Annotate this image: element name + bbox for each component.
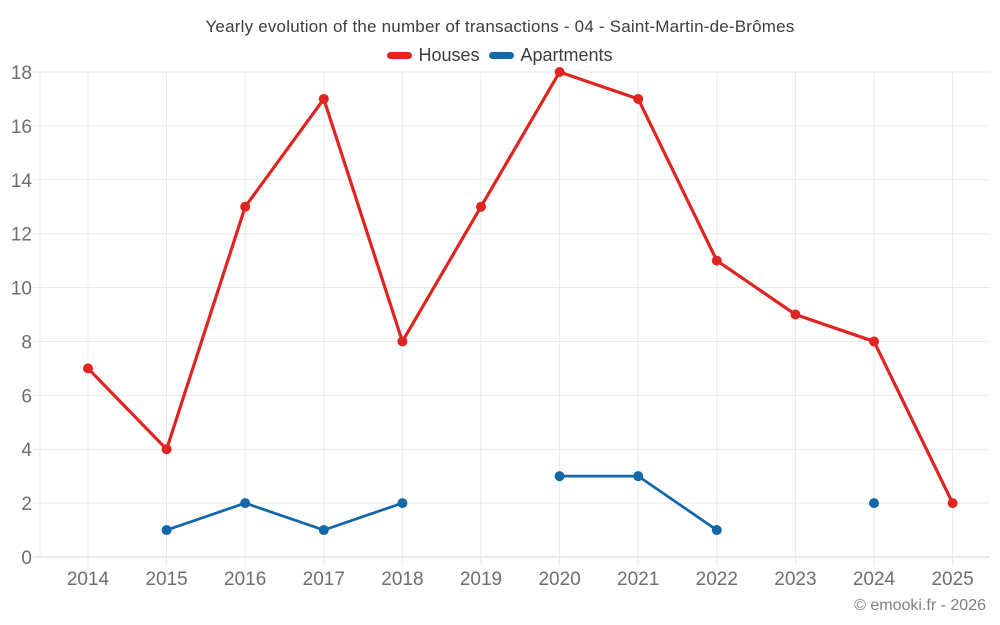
data-point-houses[interactable] xyxy=(161,444,172,455)
series-line-houses xyxy=(86,70,955,505)
legend-item-houses[interactable]: Houses xyxy=(387,45,479,66)
data-point-apartments[interactable] xyxy=(318,525,329,536)
data-point-apartments[interactable] xyxy=(869,498,879,509)
x-tick-label: 2014 xyxy=(67,569,110,590)
data-point-houses[interactable] xyxy=(790,309,801,320)
copyright-text: © emooki.fr - 2026 xyxy=(854,597,986,614)
data-point-houses[interactable] xyxy=(83,363,93,374)
x-tick-label: 2015 xyxy=(145,569,187,590)
legend-marker-apartments xyxy=(489,51,515,59)
x-tick-label: 2019 xyxy=(460,569,502,590)
data-point-houses[interactable] xyxy=(947,498,958,509)
y-tick-label: 0 xyxy=(21,548,32,569)
x-tick-label: 2016 xyxy=(224,569,266,590)
x-tick-label: 2023 xyxy=(774,569,816,590)
legend-marker-houses xyxy=(387,51,413,59)
y-tick-label: 8 xyxy=(21,332,32,353)
data-point-apartments[interactable] xyxy=(240,498,251,509)
data-point-apartments[interactable] xyxy=(161,525,172,536)
x-tick-label: 2021 xyxy=(617,569,659,590)
data-point-houses[interactable] xyxy=(633,93,644,104)
series-line-apartments xyxy=(165,501,404,532)
x-tick-label: 2020 xyxy=(538,569,580,590)
data-point-houses[interactable] xyxy=(240,201,251,212)
y-tick-label: 2 xyxy=(21,494,32,515)
data-point-houses[interactable] xyxy=(397,336,408,347)
y-tick-label: 18 xyxy=(11,63,32,84)
legend-label-apartments: Apartments xyxy=(520,44,613,65)
y-tick-label: 6 xyxy=(21,386,32,407)
x-tick-label: 2018 xyxy=(381,569,423,590)
data-point-houses[interactable] xyxy=(476,201,486,212)
data-point-apartments[interactable] xyxy=(397,498,408,509)
x-tick-label: 2024 xyxy=(853,569,896,590)
legend-label-houses: Houses xyxy=(418,44,480,65)
data-point-houses[interactable] xyxy=(711,255,722,266)
chart-title: Yearly evolution of the number of transa… xyxy=(205,17,795,36)
x-tick-label: 2025 xyxy=(931,569,973,590)
data-point-apartments[interactable] xyxy=(711,525,722,536)
y-tick-label: 4 xyxy=(21,440,32,461)
data-point-houses[interactable] xyxy=(318,93,329,104)
data-point-houses[interactable] xyxy=(869,336,879,347)
data-point-houses[interactable] xyxy=(554,67,565,77)
y-tick-label: 12 xyxy=(11,225,32,246)
y-tick-label: 14 xyxy=(11,171,33,192)
legend-item-apartments[interactable]: Apartments xyxy=(489,44,613,66)
data-point-apartments[interactable] xyxy=(633,471,644,482)
chart-legend: Houses Apartments xyxy=(0,44,1000,66)
x-tick-label: 2017 xyxy=(303,569,345,590)
y-tick-label: 10 xyxy=(11,279,32,300)
x-tick-label: 2022 xyxy=(696,569,738,590)
y-tick-label: 16 xyxy=(11,117,32,138)
data-point-apartments[interactable] xyxy=(554,471,565,482)
